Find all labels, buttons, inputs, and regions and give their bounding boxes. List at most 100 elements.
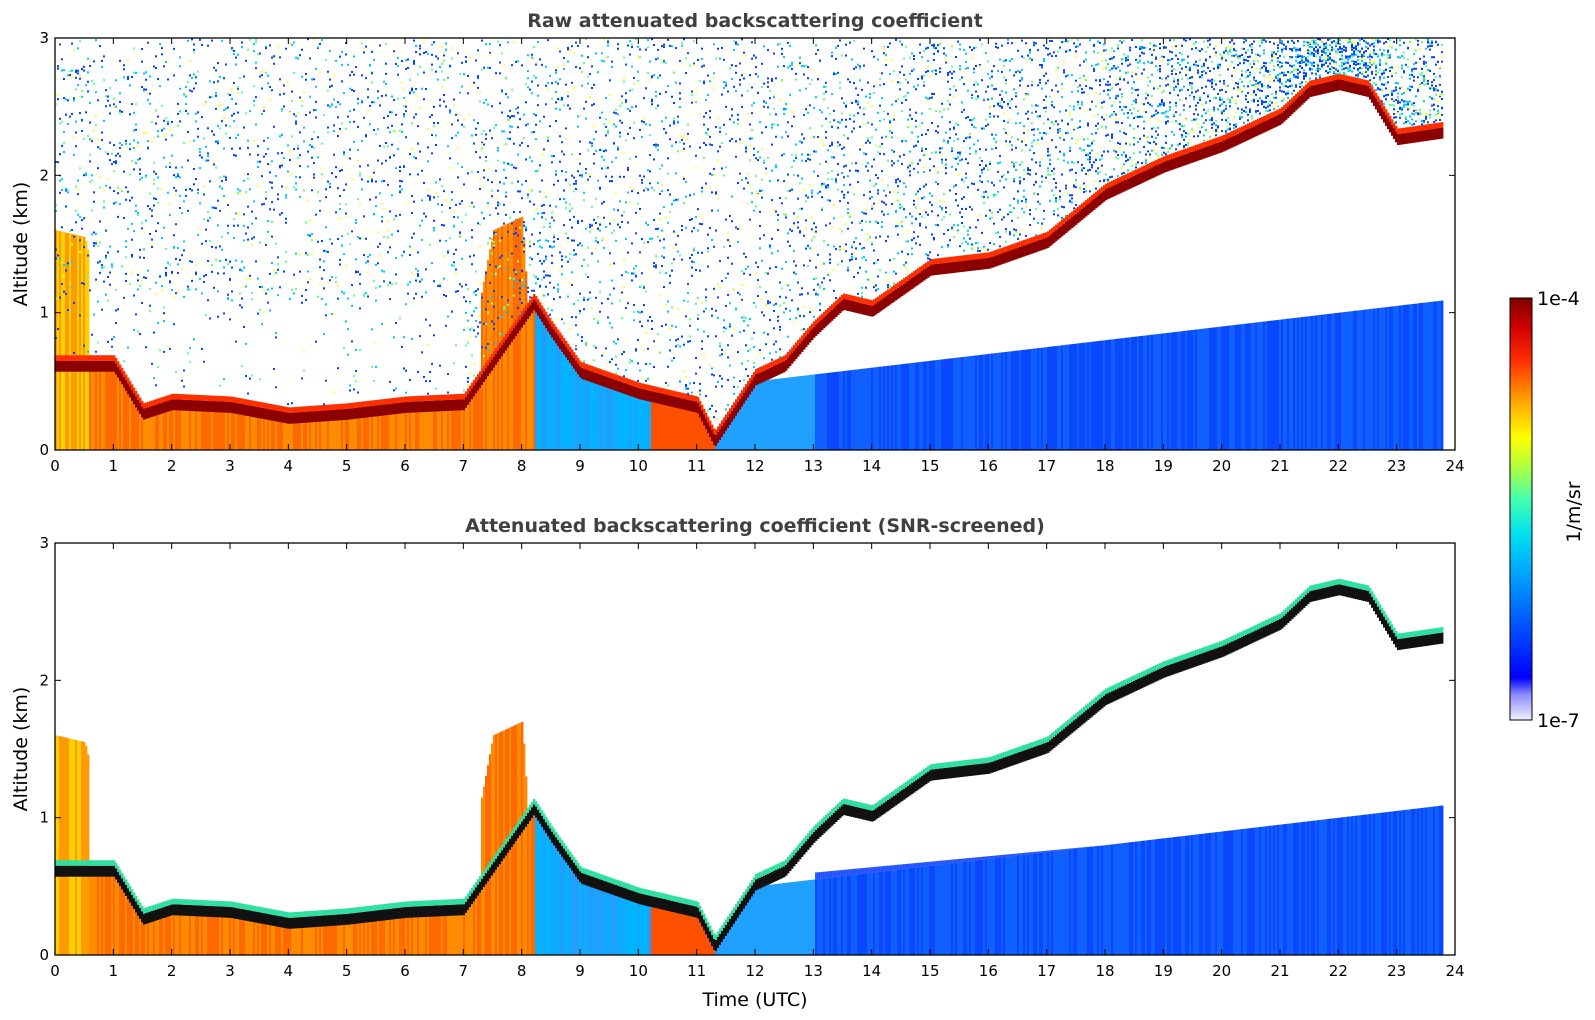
- backscatter-column: [621, 388, 624, 450]
- layer-halo: [511, 325, 514, 331]
- noise-pixel: [429, 324, 431, 327]
- noise-pixel: [191, 189, 193, 192]
- layer-halo: [363, 401, 366, 407]
- noise-pixel: [741, 178, 743, 181]
- noise-pixel: [743, 252, 745, 255]
- noise-pixel: [341, 122, 343, 125]
- noise-pixel: [501, 130, 503, 133]
- noise-pixel: [241, 269, 243, 272]
- layer-band: [653, 391, 656, 403]
- noise-pixel: [525, 226, 527, 229]
- noise-pixel: [503, 203, 505, 206]
- noise-pixel: [671, 306, 673, 309]
- noise-pixel: [655, 266, 657, 269]
- noise-pixel: [703, 82, 705, 85]
- layer-band: [565, 346, 568, 358]
- noise-pixel: [855, 99, 857, 102]
- layer-halo: [755, 368, 758, 375]
- noise-pixel: [497, 146, 499, 149]
- noise-pixel: [441, 62, 443, 65]
- noise-pixel: [103, 55, 105, 58]
- noise-pixel: [639, 311, 641, 314]
- layer-halo: [563, 338, 566, 344]
- noise-pixel: [517, 106, 519, 109]
- noise-pixel: [471, 229, 473, 232]
- layer-halo: [643, 383, 646, 390]
- noise-pixel: [867, 139, 869, 142]
- noise-pixel: [779, 328, 781, 331]
- noise-pixel: [457, 52, 459, 55]
- noise-pixel: [335, 211, 337, 214]
- noise-pixel: [317, 136, 319, 139]
- noise-pixel: [525, 101, 527, 104]
- layer-halo: [395, 397, 398, 404]
- noise-pixel: [423, 51, 425, 54]
- noise-pixel: [333, 124, 335, 127]
- noise-pixel: [511, 315, 513, 318]
- layer-halo: [845, 294, 848, 300]
- noise-pixel: [739, 227, 741, 230]
- layer-band: [587, 370, 590, 382]
- noise-pixel: [509, 131, 511, 134]
- layer-band: [785, 359, 788, 371]
- noise-pixel: [351, 230, 353, 233]
- noise-pixel: [517, 153, 519, 156]
- backscatter-column: [461, 406, 464, 450]
- noise-pixel: [237, 86, 239, 89]
- layer-halo: [55, 355, 58, 361]
- noise-pixel: [791, 166, 793, 169]
- noise-pixel: [267, 147, 269, 150]
- layer-halo: [533, 293, 536, 300]
- noise-pixel: [77, 188, 79, 191]
- noise-pixel: [623, 56, 625, 59]
- backscatter-column: [137, 406, 140, 450]
- noise-pixel: [477, 122, 479, 125]
- layer-halo: [519, 313, 522, 320]
- noise-pixel: [95, 232, 97, 235]
- noise-pixel: [573, 253, 575, 256]
- noise-pixel: [621, 291, 623, 294]
- layer-halo: [601, 369, 604, 376]
- noise-pixel: [205, 101, 207, 104]
- noise-pixel: [75, 209, 77, 212]
- noise-pixel: [737, 351, 739, 354]
- noise-pixel: [787, 284, 789, 287]
- noise-pixel: [601, 111, 603, 114]
- noise-pixel: [235, 259, 237, 262]
- layer-halo: [517, 316, 520, 323]
- noise-pixel: [117, 250, 119, 253]
- noise-pixel: [175, 223, 177, 226]
- noise-pixel: [569, 107, 571, 110]
- layer-halo: [495, 348, 498, 354]
- noise-pixel: [745, 344, 747, 347]
- noise-pixel: [205, 145, 207, 148]
- backscatter-column: [395, 409, 398, 450]
- noise-pixel: [783, 113, 785, 116]
- noise-pixel: [199, 154, 201, 157]
- noise-pixel: [797, 309, 799, 312]
- noise-pixel: [687, 52, 689, 55]
- noise-pixel: [563, 153, 565, 156]
- noise-pixel: [97, 341, 99, 344]
- noise-pixel: [305, 298, 307, 301]
- noise-pixel: [217, 224, 219, 227]
- noise-pixel: [759, 286, 761, 289]
- noise-pixel: [59, 296, 61, 299]
- noise-pixel: [617, 146, 619, 149]
- layer-band: [293, 412, 296, 424]
- noise-pixel: [437, 78, 439, 81]
- noise-pixel: [699, 215, 701, 218]
- noise-pixel: [213, 163, 215, 166]
- noise-pixel: [779, 304, 781, 307]
- noise-pixel: [809, 184, 811, 187]
- noise-pixel: [313, 176, 315, 179]
- layer-band: [367, 406, 370, 418]
- noise-pixel: [67, 263, 69, 266]
- noise-pixel: [609, 79, 611, 82]
- backscatter-column: [669, 402, 672, 450]
- layer-halo: [575, 355, 578, 361]
- noise-pixel: [177, 263, 179, 266]
- backscatter-column: [171, 406, 174, 450]
- noise-pixel: [827, 184, 829, 187]
- layer-band: [623, 382, 626, 394]
